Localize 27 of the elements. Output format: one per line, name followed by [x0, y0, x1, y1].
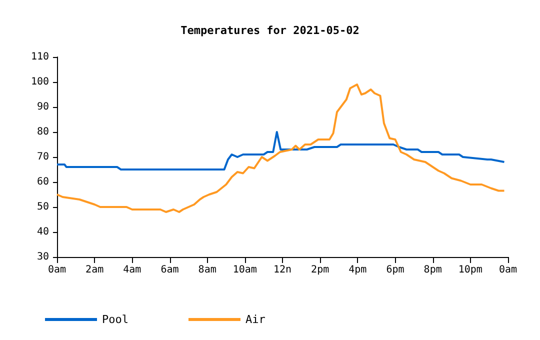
y-tick-label: 50	[36, 202, 49, 212]
line-series	[56, 84, 506, 213]
x-tick-label: 0am	[48, 264, 66, 276]
x-tick-label: 6am	[160, 264, 179, 276]
y-tick-label: 30	[36, 252, 49, 262]
y-tick-label: 100	[30, 76, 49, 88]
y-tick-label: 70	[36, 152, 49, 162]
y-tick-label: 110	[30, 52, 49, 62]
x-tick-label: 8am	[198, 264, 216, 276]
legend-label: Pool	[102, 313, 128, 326]
x-tick-label: 6pm	[386, 264, 404, 276]
x-tick-label: 0am	[498, 264, 518, 276]
chart-title: Temperatures for 2021-05-02	[180, 24, 360, 37]
line-series	[56, 131, 506, 170]
x-tick-label: 4pm	[348, 264, 367, 276]
y-tick-label: 80	[36, 126, 49, 138]
x-tick-label: 2pm	[311, 264, 330, 276]
x-tick-label: 2am	[86, 264, 104, 276]
x-tick-label: 12n	[273, 264, 292, 276]
y-tick-label: 40	[36, 226, 49, 238]
x-tick-label: 10pm	[458, 264, 482, 276]
y-tick-label: 60	[36, 176, 49, 188]
x-tick-label: 4am	[123, 264, 142, 276]
x-tick-label: 8pm	[424, 264, 442, 276]
y-tick-label: 90	[36, 102, 49, 112]
legend-label: Air	[245, 313, 266, 326]
x-tick-label: 10am	[232, 264, 257, 276]
